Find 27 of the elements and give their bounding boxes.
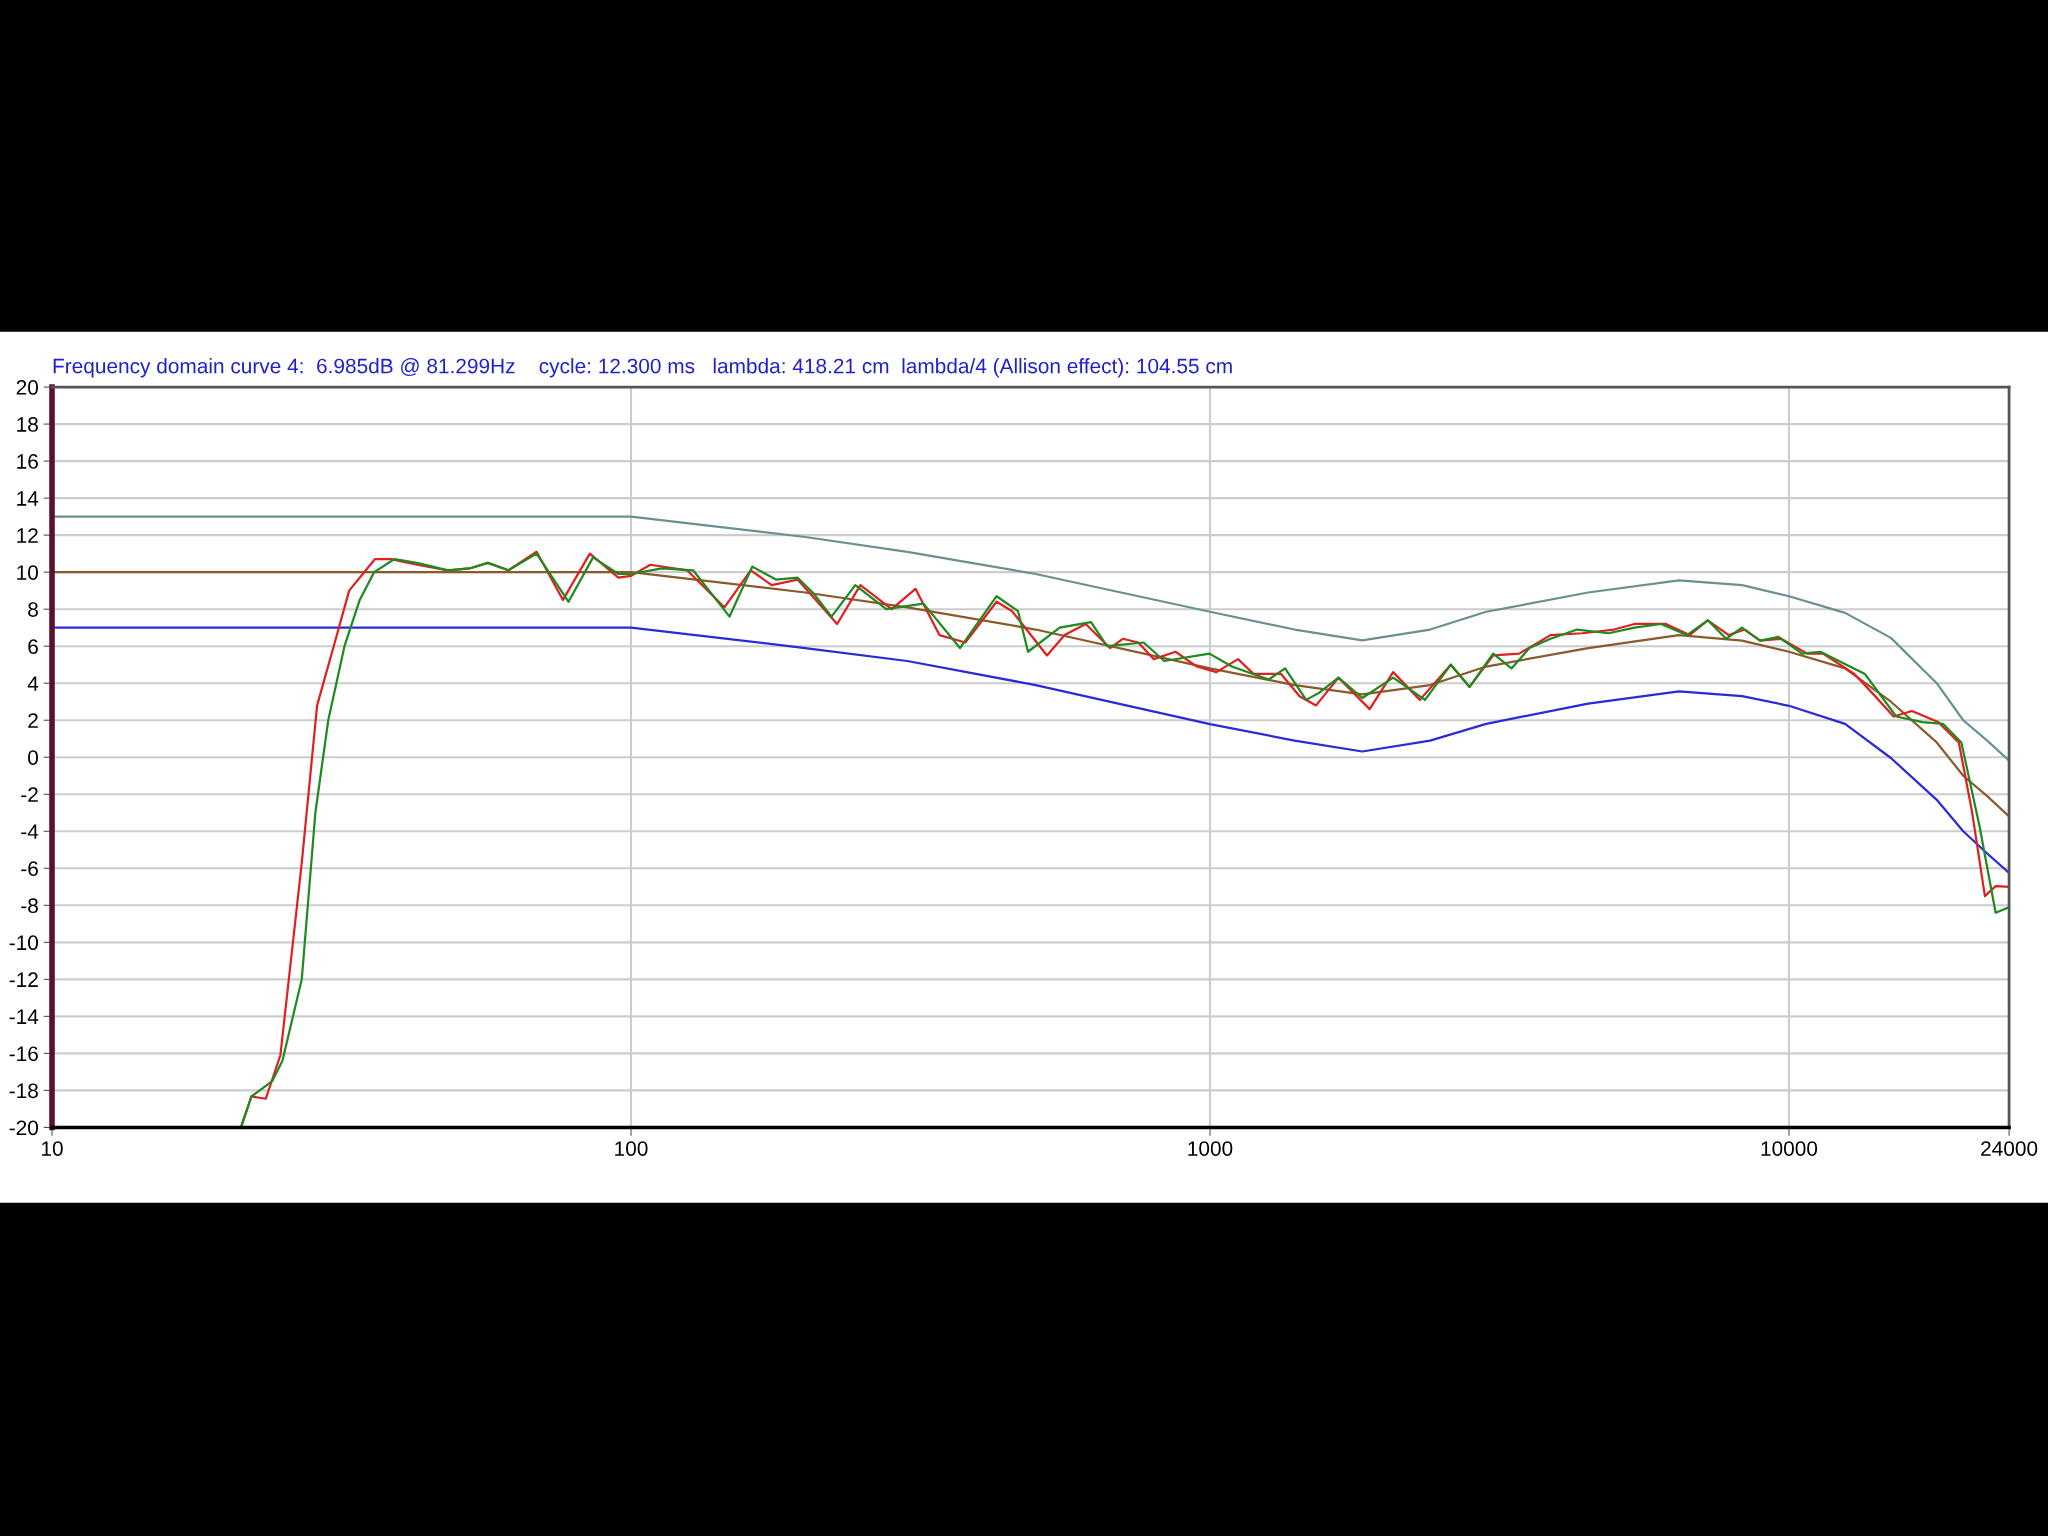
y-tick-label: 6 xyxy=(28,639,38,654)
y-tick-label: -6 xyxy=(21,861,38,877)
x-tick-label: 1000 xyxy=(1188,1141,1233,1156)
y-tick-label: -20 xyxy=(9,1120,39,1136)
y-tick-label: -4 xyxy=(21,824,39,839)
chart-title: Frequency domain curve 4: 6.985dB @ 81.299Hz cycle: 12.300 ms lambda: 418.21 cm lambda/4 (Allison effect): 104.55 cm xyxy=(53,358,1232,378)
x-tick-label: 100 xyxy=(615,1141,648,1156)
y-tick-label: 0 xyxy=(28,750,39,765)
y-tick-label: -8 xyxy=(21,898,38,914)
y-tick-label: 18 xyxy=(17,417,38,432)
y-tick-label: -18 xyxy=(9,1083,38,1099)
y-tick-label: -12 xyxy=(9,972,38,987)
x-tick-label: 10 xyxy=(42,1141,63,1156)
y-tick-label: -14 xyxy=(9,1009,39,1024)
y-tick-label: 2 xyxy=(28,713,38,728)
y-tick-label: -2 xyxy=(21,787,38,802)
x-tick-label: 10000 xyxy=(1761,1141,1818,1156)
y-tick-label: 8 xyxy=(28,602,38,617)
y-tick-label: -16 xyxy=(9,1046,38,1062)
y-tick-label: 10 xyxy=(17,565,39,580)
x-tick-label: 24000 xyxy=(1981,1141,2038,1156)
y-tick-label: 12 xyxy=(17,528,38,543)
y-tick-label: 20 xyxy=(16,380,39,395)
y-tick-label: 4 xyxy=(27,676,39,691)
y-tick-label: 16 xyxy=(17,454,38,469)
y-tick-label: -10 xyxy=(9,935,39,951)
y-tick-label: 14 xyxy=(17,491,39,506)
